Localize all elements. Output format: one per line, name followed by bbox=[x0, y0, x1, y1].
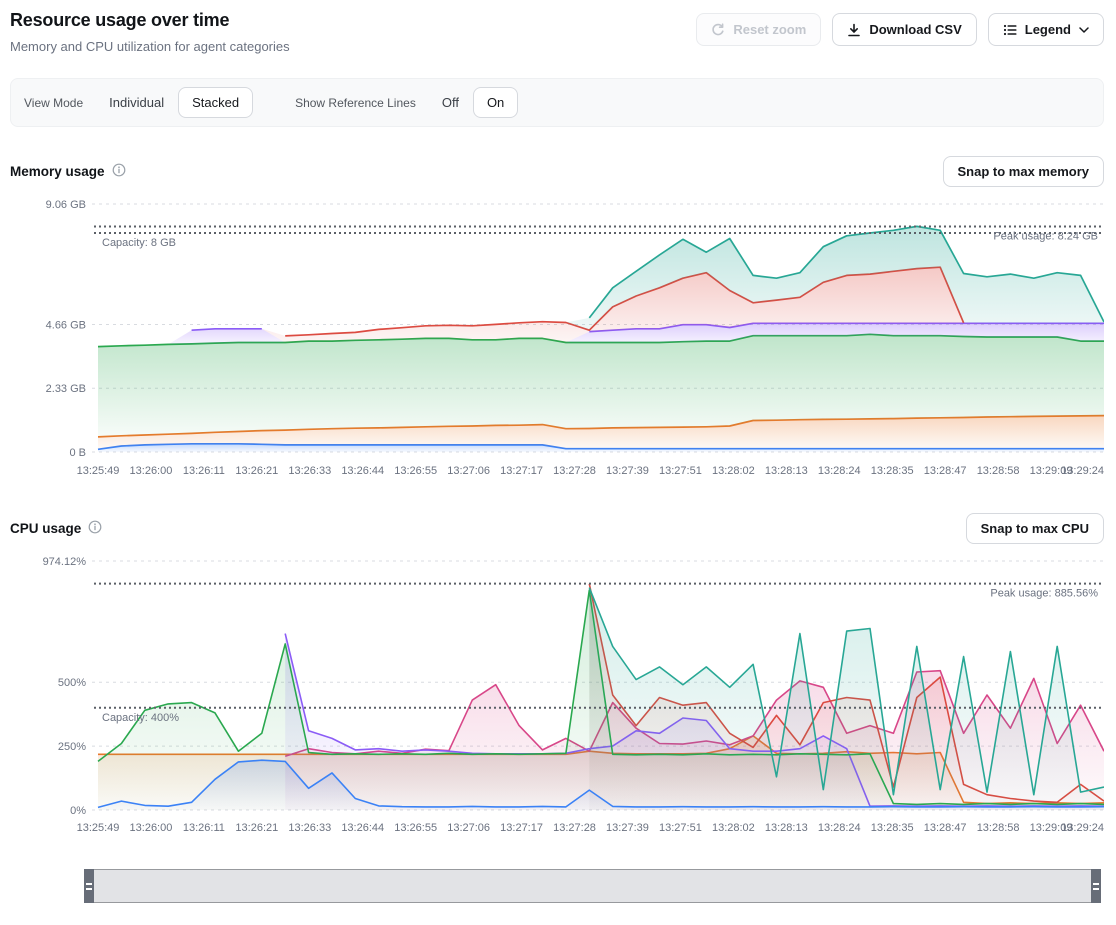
x-tick-label: 13:26:00 bbox=[130, 822, 173, 834]
reference-lines-on[interactable]: On bbox=[473, 87, 518, 118]
chart-controls-bar: View Mode Individual Stacked Show Refere… bbox=[10, 78, 1104, 127]
memory-section-title: Memory usage bbox=[10, 163, 126, 180]
y-tick-label: 4.66 GB bbox=[46, 319, 86, 331]
x-tick-label: 13:27:06 bbox=[447, 465, 490, 477]
x-tick-label: 13:26:44 bbox=[341, 465, 384, 477]
cpu-chart[interactable]: 0% 250% 500% 974.12% 13:25:49 13:26:00 13:26:1… bbox=[10, 549, 1104, 841]
brush-handle-right[interactable] bbox=[1091, 869, 1101, 903]
brush-grip bbox=[1093, 888, 1099, 890]
x-tick-label: 13:28:13 bbox=[765, 822, 808, 834]
page-subtitle: Memory and CPU utilization for agent cat… bbox=[10, 39, 290, 54]
brush-grip bbox=[86, 888, 92, 890]
x-tick-label: 13:28:24 bbox=[818, 465, 861, 477]
legend-button[interactable]: Legend bbox=[988, 13, 1104, 46]
page-title: Resource usage over time bbox=[10, 10, 290, 31]
y-tick-label: 500% bbox=[58, 677, 86, 689]
y-tick-label: 974.12% bbox=[43, 556, 87, 568]
chevron-down-icon bbox=[1079, 27, 1089, 33]
x-tick-label: 13:28:47 bbox=[924, 465, 967, 477]
x-tick-label: 13:26:11 bbox=[183, 465, 225, 477]
y-tick-label: 250% bbox=[58, 741, 86, 753]
reset-zoom-label: Reset zoom bbox=[733, 22, 806, 37]
brush-grip bbox=[86, 883, 92, 885]
reference-line-label: Capacity: 400% bbox=[102, 712, 179, 724]
x-tick-label: 13:25:49 bbox=[77, 822, 120, 834]
download-csv-button[interactable]: Download CSV bbox=[832, 13, 976, 46]
reference-line-label: Peak usage: 885.56% bbox=[990, 588, 1098, 600]
x-tick-label: 13:26:55 bbox=[394, 822, 437, 834]
legend-label: Legend bbox=[1025, 22, 1071, 37]
x-tick-label: 13:28:24 bbox=[818, 822, 861, 834]
x-tick-label: 13:28:13 bbox=[765, 465, 808, 477]
time-range-brush[interactable] bbox=[84, 869, 1101, 903]
memory-chart-wrap: 0 B 2.33 GB 4.66 GB 9.06 GB 13:25:49 13:26:00… bbox=[10, 192, 1104, 484]
header: Resource usage over time Memory and CPU … bbox=[10, 10, 1104, 54]
x-tick-label: 13:26:55 bbox=[394, 465, 437, 477]
x-tick-label: 13:26:21 bbox=[235, 822, 278, 834]
x-tick-label: 13:27:39 bbox=[606, 822, 649, 834]
memory-section-header: Memory usage Snap to max memory bbox=[10, 155, 1104, 188]
cpu-title-text: CPU usage bbox=[10, 521, 81, 536]
memory-title-text: Memory usage bbox=[10, 164, 105, 179]
legend-list-icon bbox=[1003, 23, 1017, 37]
reference-lines-off[interactable]: Off bbox=[428, 87, 473, 118]
x-tick-label: 13:28:35 bbox=[871, 822, 914, 834]
x-tick-label: 13:27:17 bbox=[500, 822, 543, 834]
cpu-section-title: CPU usage bbox=[10, 520, 102, 537]
x-tick-label: 13:26:33 bbox=[288, 822, 331, 834]
cpu-chart-wrap: 0% 250% 500% 974.12% 13:25:49 13:26:00 13:26:1… bbox=[10, 549, 1104, 841]
x-tick-label: 13:26:11 bbox=[183, 822, 225, 834]
view-mode-label: View Mode bbox=[24, 96, 83, 110]
header-actions: Reset zoom Download CSV Legend bbox=[696, 10, 1104, 46]
reset-zoom-button[interactable]: Reset zoom bbox=[696, 13, 821, 46]
view-mode-stacked[interactable]: Stacked bbox=[178, 87, 253, 118]
reference-line-label: Capacity: 8 GB bbox=[102, 237, 176, 249]
x-tick-label: 13:27:51 bbox=[659, 465, 702, 477]
header-titles: Resource usage over time Memory and CPU … bbox=[10, 10, 290, 54]
x-tick-label: 13:28:58 bbox=[977, 465, 1020, 477]
x-tick-label: 13:28:02 bbox=[712, 822, 755, 834]
x-tick-label: 13:27:17 bbox=[500, 465, 543, 477]
x-tick-label: 13:27:28 bbox=[553, 822, 596, 834]
x-tick-label: 13:29:24 bbox=[1061, 465, 1104, 477]
x-tick-label: 13:28:47 bbox=[924, 822, 967, 834]
x-tick-label: 13:27:28 bbox=[553, 465, 596, 477]
y-tick-label: 9.06 GB bbox=[46, 199, 86, 211]
brush-grip bbox=[1093, 883, 1099, 885]
y-tick-label: 2.33 GB bbox=[46, 383, 86, 395]
x-tick-label: 13:28:58 bbox=[977, 822, 1020, 834]
download-icon bbox=[847, 23, 861, 37]
info-icon[interactable] bbox=[88, 520, 102, 537]
reference-line-label: Peak usage: 8.24 GB bbox=[993, 230, 1098, 242]
y-tick-label: 0 B bbox=[69, 447, 86, 459]
brush-handle-left[interactable] bbox=[84, 869, 94, 903]
x-tick-label: 13:29:24 bbox=[1061, 822, 1104, 834]
y-tick-label: 0% bbox=[70, 805, 86, 817]
x-tick-label: 13:27:51 bbox=[659, 822, 702, 834]
view-mode-individual[interactable]: Individual bbox=[95, 87, 178, 118]
x-tick-label: 13:26:00 bbox=[130, 465, 173, 477]
reference-lines-label: Show Reference Lines bbox=[295, 96, 416, 110]
info-icon[interactable] bbox=[112, 163, 126, 180]
snap-to-max-memory-button[interactable]: Snap to max memory bbox=[943, 156, 1105, 187]
cpu-section-header: CPU usage Snap to max CPU bbox=[10, 512, 1104, 545]
download-csv-label: Download CSV bbox=[869, 22, 961, 37]
x-tick-label: 13:26:21 bbox=[235, 465, 278, 477]
x-tick-label: 13:27:39 bbox=[606, 465, 649, 477]
x-tick-label: 13:25:49 bbox=[77, 465, 120, 477]
memory-chart[interactable]: 0 B 2.33 GB 4.66 GB 9.06 GB 13:25:49 13:26:00… bbox=[10, 192, 1104, 484]
x-tick-label: 13:28:02 bbox=[712, 465, 755, 477]
x-tick-label: 13:27:06 bbox=[447, 822, 490, 834]
x-tick-label: 13:28:35 bbox=[871, 465, 914, 477]
snap-to-max-cpu-button[interactable]: Snap to max CPU bbox=[966, 513, 1104, 544]
reset-zoom-icon bbox=[711, 23, 725, 37]
x-tick-label: 13:26:44 bbox=[341, 822, 384, 834]
x-tick-label: 13:26:33 bbox=[288, 465, 331, 477]
resource-usage-page: Resource usage over time Memory and CPU … bbox=[0, 0, 1116, 925]
